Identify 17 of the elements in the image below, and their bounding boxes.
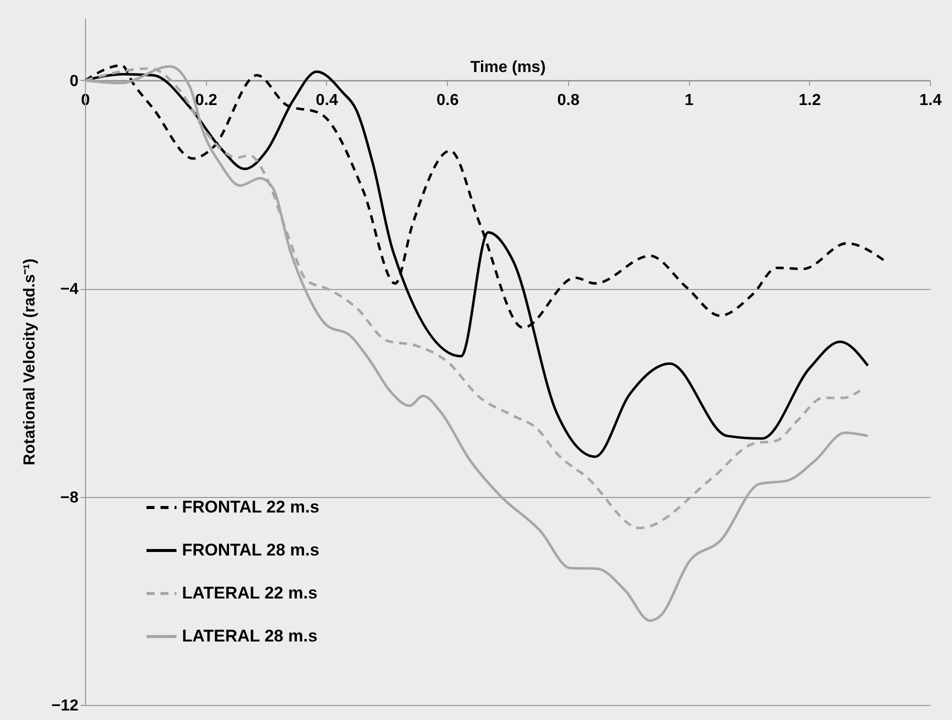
x-tick-label: 0.6 [436,92,459,109]
y-tick-label: −8 [60,489,79,506]
x-tick-label: 0.4 [316,92,338,109]
y-tick-label: −12 [51,698,79,714]
legend-label: FRONTAL 28 m.s [182,540,320,560]
x-tick-label: 0.2 [195,92,218,109]
legend-label: LATERAL 22 m.s [182,584,318,602]
x-tick-label: 1 [684,92,694,109]
x-tick-label: 0.8 [557,92,580,109]
y-tick-label: 0 [70,72,79,90]
x-tick-label: 1.4 [919,92,942,109]
legend-label: LATERAL 28 m.s [182,626,318,646]
y-tick-label: −4 [60,281,79,298]
legend-label: FRONTAL 22 m.s [182,498,320,516]
y-axis-title: Rotational Velocity (rad.s⁻¹) [21,258,38,466]
x-tick-label: 1.2 [798,92,822,109]
x-axis-title: Time (ms) [470,58,546,76]
